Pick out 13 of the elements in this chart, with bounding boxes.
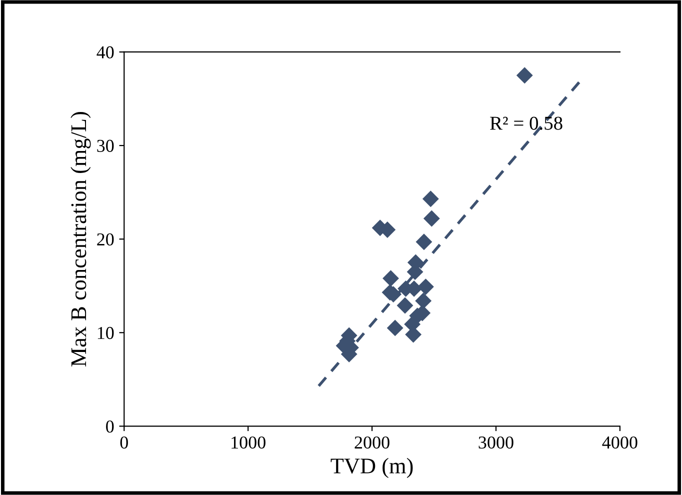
y-tick-label: 0 xyxy=(106,420,114,433)
x-tick-label: 2000 xyxy=(354,436,390,449)
y-tick-label: 40 xyxy=(96,46,114,58)
x-tick-label: 3000 xyxy=(478,436,514,449)
x-tick-label: 4000 xyxy=(602,436,638,449)
x-axis-title: TVD (m) xyxy=(330,458,413,478)
y-tick-label: 10 xyxy=(98,326,114,340)
y-tick-label: 30 xyxy=(97,140,114,152)
annotation: R² = 0.58 xyxy=(490,116,562,130)
y-axis-title: Max B concentration (mg/L) xyxy=(70,112,91,366)
y-tick-label: 20 xyxy=(97,233,114,246)
x-tick-label: 1000 xyxy=(232,436,266,449)
x-tick-label: 0 xyxy=(120,436,128,449)
